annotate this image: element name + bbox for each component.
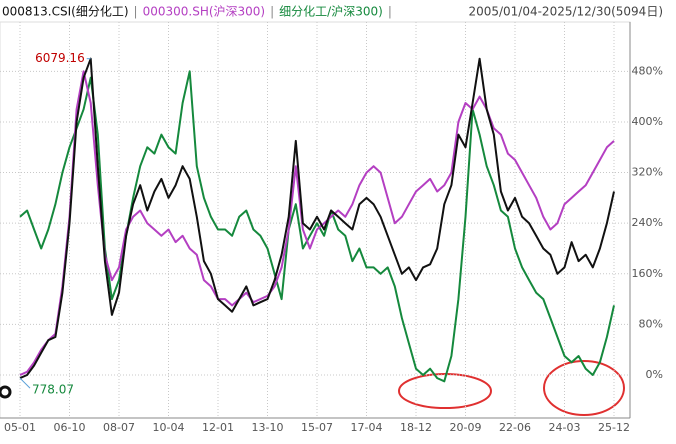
series-line — [19, 57, 615, 380]
y-tick-label: 400% — [632, 115, 663, 128]
x-tick-label: 18-12 — [400, 421, 432, 434]
highlight-ellipse — [398, 373, 492, 409]
legend-entry: 细分化工/沪深300) — [279, 5, 383, 19]
highlight-ellipse — [543, 360, 625, 416]
x-tick-label: 08-07 — [103, 421, 135, 434]
x-tick-label: 24-03 — [549, 421, 581, 434]
y-tick-label: 480% — [632, 64, 663, 77]
x-tick-label: 25-12 — [598, 421, 630, 434]
legend-entry: 000813.CSI(细分化工) — [2, 5, 129, 19]
annotation-leader — [19, 377, 31, 389]
x-tick-label: 20-09 — [450, 421, 482, 434]
y-tick-label: 80% — [639, 317, 663, 330]
x-tick-label: 13-10 — [252, 421, 284, 434]
date-range: 2005/01/04-2025/12/30(5094日) — [468, 5, 663, 19]
legend-separator: | — [270, 5, 274, 19]
x-tick-label: 12-01 — [202, 421, 234, 434]
x-tick-label: 05-01 — [4, 421, 36, 434]
x-tick-label: 22-06 — [499, 421, 531, 434]
y-tick-label: 160% — [632, 267, 663, 280]
legend-entry: 000300.SH(沪深300) — [143, 5, 266, 19]
x-tick-label: 15-07 — [301, 421, 333, 434]
series-line — [19, 70, 615, 376]
series-line — [19, 70, 615, 383]
legend-separator: | — [388, 5, 392, 19]
legend: 000813.CSI(细分化工) | 000300.SH(沪深300) | 细分化工/沪… — [2, 5, 392, 19]
y-tick-label: 320% — [632, 166, 663, 179]
x-tick-label: 06-10 — [54, 421, 86, 434]
y-tick-label: 240% — [632, 216, 663, 229]
start-marker — [0, 385, 12, 399]
x-tick-label: 10-04 — [153, 421, 185, 434]
max-label: 6079.16 — [35, 51, 85, 65]
x-tick-label: 17-04 — [351, 421, 383, 434]
min-label: 778.07 — [32, 383, 74, 397]
y-tick-label: 0% — [646, 368, 663, 381]
legend-separator: | — [134, 5, 138, 19]
